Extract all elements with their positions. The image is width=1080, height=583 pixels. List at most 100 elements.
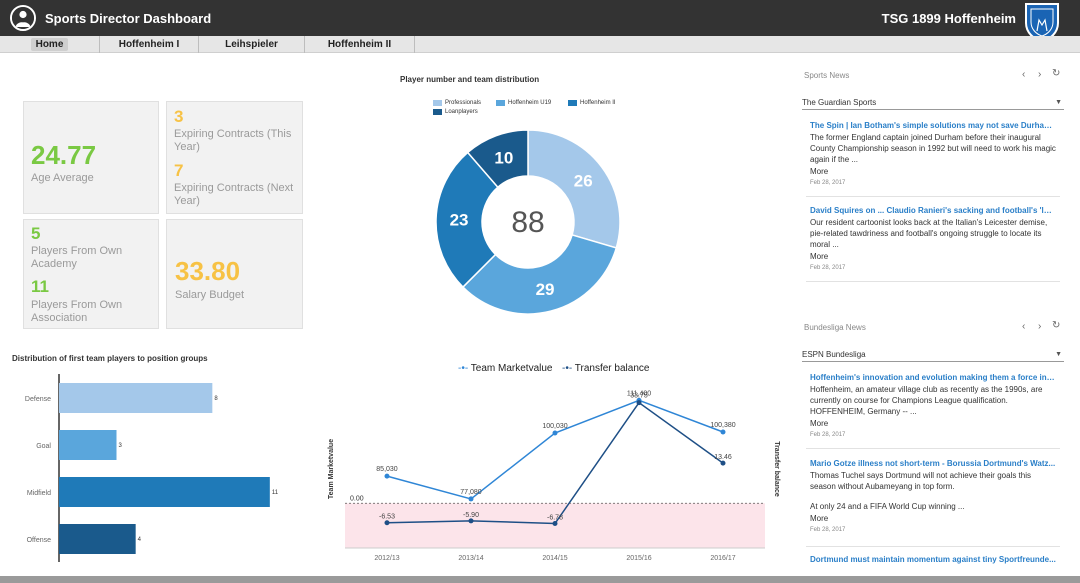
age-average-value: 24.77 <box>31 140 97 170</box>
legend-hoffenheim-ii-label: Hoffenheim II <box>580 100 616 106</box>
series-point-label: 77,080 <box>460 489 482 496</box>
news-item-more-link[interactable]: More <box>810 252 829 261</box>
news-item-body: Thomas Tuchel says Dortmund will not ach… <box>810 471 1031 491</box>
legend-transfer-marker-icon: -•- <box>562 363 573 374</box>
expiring-this-year-label: Expiring Contracts (This Year) <box>174 128 292 153</box>
tab-hoffenheim-i[interactable]: Hoffenheim I <box>100 36 199 53</box>
salary-budget-label: Salary Budget <box>175 289 245 301</box>
series-line-marketvalue <box>386 399 724 500</box>
bar-value-label: 3 <box>119 443 123 449</box>
legend-team-marketvalue[interactable]: -•- Team Marketvalue <box>458 363 552 375</box>
x-tick-label: 2016/17 <box>710 555 735 562</box>
bar-midfield <box>59 477 270 507</box>
series-point <box>384 473 390 479</box>
bundesliga-news-prev-icon[interactable]: ‹ <box>1022 321 1026 332</box>
news-divider <box>806 196 1060 197</box>
donut-slice-hoffenheim-u19 <box>461 234 618 315</box>
sports-news-source-value: The Guardian Sports <box>802 98 877 107</box>
donut-slice-professionals <box>527 129 621 249</box>
legend-marketvalue-marker-icon: -•- <box>458 363 469 374</box>
header-bar: Sports Director Dashboard TSG 1899 Hoffe… <box>0 0 1080 44</box>
x-tick-label: 2013/14 <box>458 555 483 562</box>
y-axis-right-label: Transfer balance <box>773 441 780 497</box>
own-academy-value: 5 <box>31 224 41 243</box>
club-name: TSG 1899 Hoffenheim <box>881 11 1016 26</box>
kpi-salary-budget: 33.80 Salary Budget <box>166 219 303 329</box>
position-groups-bar-chart: Defense 8 Goal 3 Midfield 11 Offense 4 <box>25 374 279 562</box>
salary-budget-value: 33.80 <box>175 256 241 286</box>
news-divider <box>806 546 1060 547</box>
tab-leihspieler-label: Leihspieler <box>225 39 278 50</box>
news-divider <box>806 448 1060 449</box>
legend-hoffenheim-u19-label: Hoffenheim U19 <box>508 100 552 106</box>
tab-hoffenheim-ii[interactable]: Hoffenheim II <box>305 36 415 53</box>
series-point-label: 33.75 <box>630 393 648 400</box>
donut-slice-label: 10 <box>494 148 513 167</box>
news-item-more-link[interactable]: More <box>810 167 829 176</box>
x-tick-label: 2015/16 <box>626 555 651 562</box>
marketvalue-transfer-line-chart: 0.00 2012/13 2013/14 2014/15 2015/16 2016/17 T… <box>328 390 780 562</box>
legend-hoffenheim-u19[interactable]: Hoffenheim U19 <box>496 100 551 107</box>
bar-category-label: Defense <box>25 396 51 403</box>
series-point-label: -5.90 <box>463 512 479 519</box>
bundesliga-news-next-icon[interactable]: › <box>1038 321 1042 332</box>
legend-loanplayers-label: Loanplayers <box>445 109 478 115</box>
chevron-down-icon: ▼ <box>1055 351 1062 358</box>
bar-offense <box>59 524 136 554</box>
user-avatar-icon[interactable] <box>10 5 36 31</box>
sports-news-refresh-icon[interactable]: ↻ <box>1052 68 1061 79</box>
donut-slice-label: 23 <box>450 211 469 230</box>
own-association-label: Players From Own Association <box>31 299 123 324</box>
news-item-more-link[interactable]: More <box>810 419 829 428</box>
tab-home[interactable]: Home <box>0 36 100 53</box>
news-item: David Squires on ... Claudio Ranieri's s… <box>810 205 1056 273</box>
club-crest-icon <box>1022 1 1062 44</box>
bar-value-label: 4 <box>138 537 142 543</box>
donut-slice-loanplayers <box>466 129 529 189</box>
news-item-title[interactable]: The Spin | Ian Botham's simple solutions… <box>810 121 1056 130</box>
legend-marketvalue-label: Team Marketvalue <box>470 363 553 374</box>
zero-reference-label: 0.00 <box>350 495 364 502</box>
sports-news-source-select[interactable]: The Guardian Sports ▼ <box>802 97 1064 110</box>
tab-hoffenheim-ii-label: Hoffenheim II <box>327 39 392 50</box>
kpi-expiring-contracts: 3 Expiring Contracts (This Year) 7 Expir… <box>166 101 303 214</box>
team-distribution-donut-chart: 26 29 23 10 88 <box>435 129 621 315</box>
x-tick-label: 2014/15 <box>542 555 567 562</box>
bar-goal <box>59 430 117 460</box>
news-item-date: Feb 28, 2017 <box>810 432 846 438</box>
news-item-date: Feb 28, 2017 <box>810 527 846 533</box>
series-point <box>468 496 474 502</box>
legend-loanplayers[interactable]: Loanplayers <box>433 109 478 116</box>
news-item-title[interactable]: Dortmund must maintain momentum against … <box>810 555 1056 564</box>
donut-slice-label: 29 <box>536 280 555 299</box>
age-average-label: Age Average <box>31 172 94 184</box>
bundesliga-news-source-select[interactable]: ESPN Bundesliga ▼ <box>802 349 1064 362</box>
series-point <box>720 460 726 466</box>
series-point-label: -6.53 <box>379 514 395 521</box>
news-item-title[interactable]: Hoffenheim's innovation and evolution ma… <box>810 373 1056 382</box>
tab-home-label: Home <box>30 38 69 51</box>
news-item-body: Hoffenheim, an amateur village club as r… <box>810 385 1043 416</box>
news-item-body: The former England captain joined Durham… <box>810 133 1056 164</box>
legend-professionals[interactable]: Professionals <box>433 100 481 107</box>
series-point <box>636 400 642 406</box>
donut-chart-title: Player number and team distribution <box>400 75 540 84</box>
bottom-scrollbar[interactable] <box>0 576 1080 583</box>
kpi-own-players: 5 Players From Own Academy 11 Players Fr… <box>23 219 159 329</box>
news-item: The Spin | Ian Botham's simple solutions… <box>810 120 1056 188</box>
news-item-title[interactable]: Mario Gotze illness not short-term - Bor… <box>810 459 1056 468</box>
bar-category-label: Offense <box>27 537 51 544</box>
tab-leihspieler[interactable]: Leihspieler <box>199 36 305 53</box>
bar-category-label: Goal <box>36 443 51 450</box>
legend-transfer-balance[interactable]: -•- Transfer balance <box>562 363 649 375</box>
sports-news-prev-icon[interactable]: ‹ <box>1022 69 1026 80</box>
own-academy-label: Players From Own Academy <box>31 245 123 270</box>
news-item-more-link[interactable]: More <box>810 514 829 523</box>
sports-news-next-icon[interactable]: › <box>1038 69 1042 80</box>
bar-category-label: Midfield <box>27 490 51 497</box>
legend-professionals-label: Professionals <box>445 100 482 106</box>
news-item-title[interactable]: David Squires on ... Claudio Ranieri's s… <box>810 206 1056 215</box>
bundesliga-news-refresh-icon[interactable]: ↻ <box>1052 320 1061 331</box>
bundesliga-news-panel: Bundesliga News ‹ › ↻ ESPN Bundesliga ▼ H… <box>800 318 1066 576</box>
legend-hoffenheim-ii[interactable]: Hoffenheim II <box>568 100 616 107</box>
